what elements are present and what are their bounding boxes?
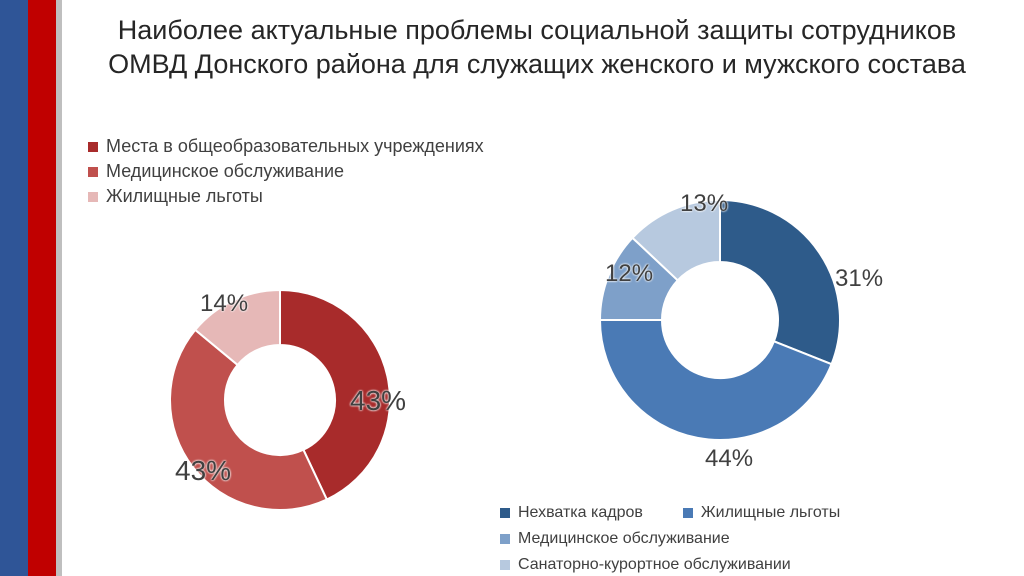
legend-swatch [683, 508, 693, 518]
donut-chart-blue [595, 195, 845, 445]
slice-label: 43% [350, 385, 406, 417]
legend-swatch [500, 560, 510, 570]
legend-item: Медицинское обслуживание [88, 161, 484, 182]
legend-item: Санаторно-курортное обслуживании [500, 556, 791, 574]
decor-stripe-red [28, 0, 56, 576]
legend-label: Жилищные льготы [106, 186, 263, 207]
legend-label: Места в общеобразовательных учреждениях [106, 136, 484, 157]
legend-swatch [88, 192, 98, 202]
legend-item: Нехватка кадров [500, 504, 643, 522]
legend-item: Жилищные льготы [683, 504, 840, 522]
legend-label: Нехватка кадров [518, 504, 643, 522]
slice-label: 44% [705, 445, 753, 473]
legend-label: Медицинское обслуживание [518, 530, 730, 548]
decor-stripe-grey [56, 0, 62, 576]
legend-label: Санаторно-курортное обслуживании [518, 556, 791, 574]
legend-left: Места в общеобразовательных учреждениях М… [88, 132, 484, 211]
legend-bottom: Нехватка кадров Жилищные льготы Медицинско… [500, 500, 1024, 576]
donut-hole [662, 262, 778, 378]
legend-swatch [88, 167, 98, 177]
slice-label: 13% [680, 190, 728, 218]
legend-swatch [500, 534, 510, 544]
legend-item: Медицинское обслуживание [500, 530, 730, 548]
legend-item: Места в общеобразовательных учреждениях [88, 136, 484, 157]
slice-label: 14% [200, 290, 248, 318]
legend-item: Жилищные льготы [88, 186, 484, 207]
legend-row: Медицинское обслуживание Санаторно-курорт… [500, 526, 1024, 576]
legend-row: Нехватка кадров Жилищные льготы [500, 500, 1024, 526]
decor-stripe-blue [0, 0, 28, 576]
legend-swatch [88, 142, 98, 152]
slice-label: 12% [605, 260, 653, 288]
donut-hole [225, 345, 335, 455]
slide-title: Наиболее актуальные проблемы социальной … [90, 14, 984, 82]
legend-label: Жилищные льготы [701, 504, 840, 522]
slice-label: 31% [835, 265, 883, 293]
slice-label: 43% [175, 455, 231, 487]
slide: Наиболее актуальные проблемы социальной … [0, 0, 1024, 576]
legend-swatch [500, 508, 510, 518]
legend-label: Медицинское обслуживание [106, 161, 344, 182]
